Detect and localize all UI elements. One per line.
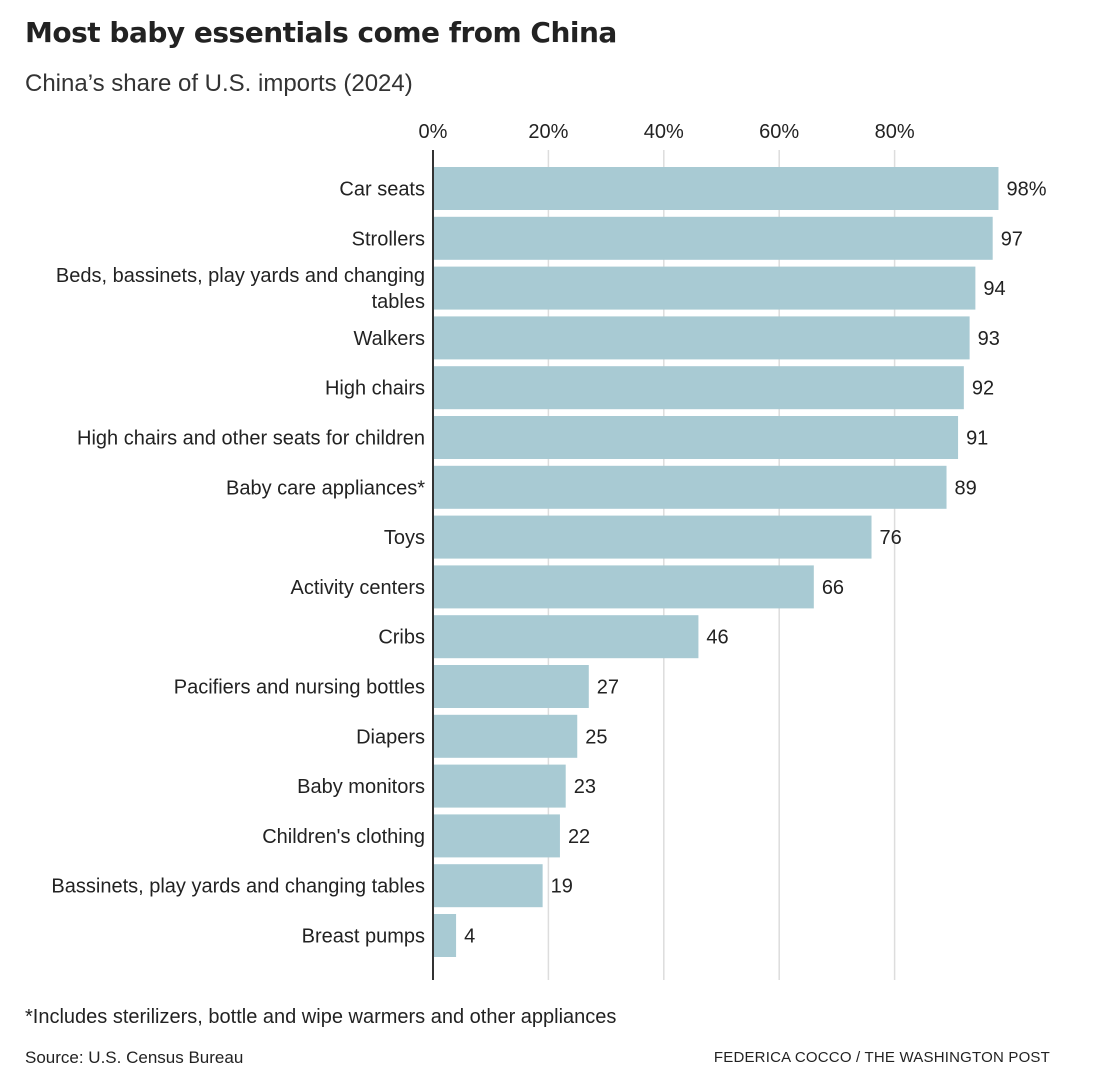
category-label: Baby monitors (297, 776, 425, 798)
bar (433, 167, 999, 210)
bar (433, 266, 976, 310)
bar (433, 316, 970, 360)
value-label: 91 (966, 428, 988, 450)
x-tick-label: 20% (528, 121, 568, 143)
value-label: 25 (585, 726, 607, 748)
bar (433, 465, 947, 509)
category-label: Beds, bassinets, play yards and changing (56, 265, 425, 287)
bar (433, 714, 578, 758)
bar (433, 416, 959, 459)
x-tick-label: 40% (644, 121, 684, 143)
value-label: 46 (706, 627, 728, 649)
source-note: Source: U.S. Census Bureau (25, 1048, 244, 1067)
category-label: Walkers (354, 328, 425, 350)
value-label: 98% (1006, 179, 1046, 201)
value-label: 76 (880, 527, 902, 549)
chart-title: Most baby essentials come from China (25, 16, 617, 49)
value-label: 4 (464, 926, 475, 948)
value-label: 27 (597, 677, 619, 699)
category-label: Strollers (352, 228, 425, 250)
bar (433, 914, 457, 957)
category-label: Car seats (339, 179, 425, 201)
bar (433, 216, 993, 260)
bar (433, 565, 814, 609)
category-label: Baby care appliances* (226, 477, 425, 499)
category-label: Cribs (378, 627, 425, 649)
value-label: 97 (1001, 228, 1023, 250)
value-label: 89 (955, 477, 977, 499)
value-label: 23 (574, 776, 596, 798)
value-label: 92 (972, 378, 994, 400)
category-label: Diapers (356, 726, 425, 748)
bar (433, 764, 566, 808)
category-label: Bassinets, play yards and changing table… (51, 876, 425, 898)
category-label: Children's clothing (262, 826, 425, 848)
category-label: Breast pumps (302, 926, 425, 948)
footnote: *Includes sterilizers, bottle and wipe w… (25, 1006, 617, 1028)
bar (433, 665, 589, 708)
value-label: 22 (568, 826, 590, 848)
x-tick-label: 60% (759, 121, 799, 143)
category-label: High chairs and other seats for children (77, 428, 425, 450)
category-label: Pacifiers and nursing bottles (174, 677, 425, 699)
credit-line: FEDERICA COCCO / THE WASHINGTON POST (713, 1049, 1050, 1066)
bar (433, 515, 872, 559)
bar (433, 615, 699, 659)
category-label: Activity centers (291, 577, 425, 599)
value-label: 66 (822, 577, 844, 599)
bar-chart: 0% 20% 40% 60% 80% Car seats 98% Strollers 97 Bed… (51, 121, 1047, 980)
category-label: tables (372, 291, 425, 313)
category-label: Toys (384, 527, 425, 549)
value-label: 93 (978, 328, 1000, 350)
value-label: 94 (983, 278, 1005, 300)
category-label: High chairs (325, 378, 425, 400)
bar (433, 814, 560, 858)
value-label: 19 (551, 876, 573, 898)
x-tick-label: 80% (875, 121, 915, 143)
chart-subtitle: China’s share of U.S. imports (2024) (25, 70, 413, 97)
bar (433, 366, 964, 410)
x-tick-label: 0% (419, 121, 448, 143)
bar (433, 864, 543, 908)
